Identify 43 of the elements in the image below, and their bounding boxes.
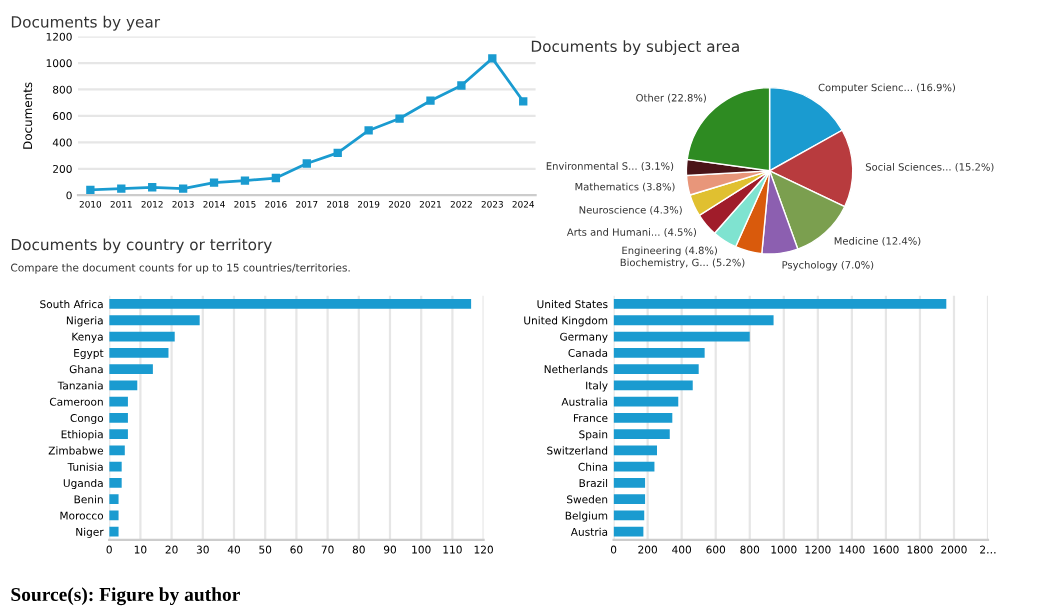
bar xyxy=(613,478,646,488)
bar xyxy=(613,299,947,309)
point xyxy=(519,97,528,106)
bar xyxy=(613,445,657,456)
point xyxy=(457,81,466,90)
bar xyxy=(109,315,200,326)
point xyxy=(117,184,126,193)
point xyxy=(426,96,435,105)
bar xyxy=(109,478,122,488)
source-note: Source(s): Figure by author xyxy=(11,587,240,606)
bar xyxy=(109,299,472,309)
bar xyxy=(613,347,705,358)
bar xyxy=(109,331,175,342)
point xyxy=(333,148,342,158)
point xyxy=(240,176,250,185)
bar xyxy=(613,315,774,326)
point xyxy=(271,173,281,183)
point xyxy=(488,54,497,63)
point xyxy=(178,184,188,193)
bar xyxy=(109,429,128,439)
point xyxy=(364,126,373,135)
bar xyxy=(613,526,644,537)
bar xyxy=(109,494,119,505)
bar xyxy=(613,380,693,391)
point xyxy=(302,159,311,168)
bar xyxy=(613,331,750,342)
bar xyxy=(613,396,679,407)
bar xyxy=(109,412,128,423)
bar xyxy=(109,364,153,374)
bar xyxy=(613,461,655,472)
bar xyxy=(109,526,119,537)
point xyxy=(209,178,219,187)
bar xyxy=(109,380,138,391)
bar xyxy=(613,429,670,439)
bar xyxy=(109,461,122,472)
point xyxy=(148,183,157,192)
bar xyxy=(109,347,169,358)
point xyxy=(395,114,404,123)
point xyxy=(86,185,95,195)
bar xyxy=(613,412,673,423)
bar xyxy=(613,364,699,374)
bar xyxy=(613,494,646,505)
bar xyxy=(613,510,645,521)
